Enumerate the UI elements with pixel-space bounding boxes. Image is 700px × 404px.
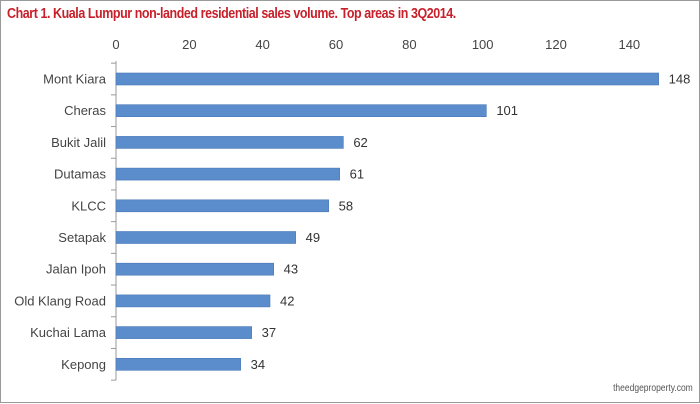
category-label: Setapak — [58, 230, 106, 245]
data-label: 34 — [251, 357, 265, 372]
bar — [115, 357, 241, 371]
category-label: Old Klang Road — [14, 293, 106, 308]
data-label: 37 — [262, 325, 276, 340]
bar — [115, 72, 659, 86]
category-label: Kepong — [61, 357, 106, 372]
category-label: Mont Kiara — [43, 72, 107, 87]
category-label: Jalan Ipoh — [46, 262, 106, 277]
bar — [115, 167, 340, 181]
data-label: 58 — [339, 198, 353, 213]
data-label: 101 — [496, 103, 518, 118]
bar — [115, 136, 344, 149]
source-credit: theedgeproperty.com — [613, 383, 693, 394]
bar — [115, 262, 274, 276]
bar — [115, 199, 329, 213]
chart-title: Chart 1. Kuala Lumpur non-landed residen… — [7, 6, 456, 22]
x-tick-label: 60 — [329, 37, 343, 52]
x-tick-label: 80 — [402, 37, 416, 52]
x-tick-label: 20 — [182, 37, 196, 52]
bar — [115, 294, 271, 308]
data-label: 49 — [306, 230, 320, 245]
data-label: 42 — [280, 293, 294, 308]
bar — [115, 104, 487, 117]
category-label: Dutamas — [54, 167, 107, 182]
x-tick-label: 120 — [545, 37, 567, 52]
data-label: 43 — [284, 262, 298, 277]
data-label: 148 — [669, 72, 691, 87]
bar — [115, 326, 252, 339]
category-label: Bukit Jalil — [51, 135, 106, 150]
x-tick-label: 40 — [255, 37, 269, 52]
category-label: KLCC — [71, 198, 106, 213]
x-tick-label: 140 — [618, 37, 640, 52]
data-label: 61 — [350, 167, 364, 182]
data-label: 62 — [353, 135, 367, 150]
category-label: Kuchai Lama — [30, 325, 107, 340]
x-tick-label: 100 — [472, 37, 494, 52]
category-label: Cheras — [64, 103, 106, 118]
bar — [115, 231, 296, 244]
x-tick-label: 0 — [112, 37, 119, 52]
